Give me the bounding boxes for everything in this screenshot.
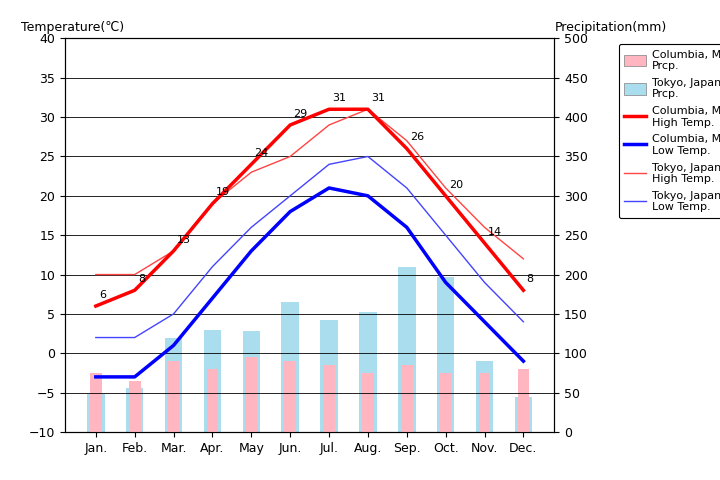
Columbia, MD
Low Temp. [91,374,100,380]
Tokyo, Japan
High Temp. [441,185,450,191]
Columbia, MD
Low Temp. [208,295,217,301]
Text: 29: 29 [293,108,307,119]
Tokyo, Japan
Low Temp. [208,264,217,270]
Bar [243,331,260,432]
Columbia, MD
Low Temp. [480,319,489,324]
Bar [87,394,104,432]
Legend: Columbia, MD
Prcp., Tokyo, Japan
Prcp., Columbia, MD
High Temp., Columbia, MD
Lo: Columbia, MD Prcp., Tokyo, Japan Prcp., … [618,44,720,218]
Bar [204,330,221,432]
Tokyo, Japan
High Temp. [364,107,372,112]
Line: Columbia, MD
High Temp.: Columbia, MD High Temp. [96,109,523,306]
Text: 20: 20 [449,180,463,190]
Bar [168,361,179,432]
Bar [515,396,532,432]
Columbia, MD
Low Temp. [402,225,411,230]
Bar [282,302,299,432]
Tokyo, Japan
High Temp. [91,272,100,277]
Bar [129,381,140,432]
Text: 24: 24 [254,148,269,158]
Columbia, MD
High Temp. [91,303,100,309]
Bar [90,373,102,432]
Line: Columbia, MD
Low Temp.: Columbia, MD Low Temp. [96,188,523,377]
Tokyo, Japan
Low Temp. [286,193,294,199]
Columbia, MD
High Temp. [169,248,178,254]
Columbia, MD
High Temp. [480,240,489,246]
Columbia, MD
High Temp. [286,122,294,128]
Tokyo, Japan
High Temp. [519,256,528,262]
Columbia, MD
Low Temp. [169,343,178,348]
Columbia, MD
High Temp. [325,107,333,112]
Bar [518,369,529,432]
Bar [362,373,374,432]
Text: 31: 31 [332,93,346,103]
Tokyo, Japan
Low Temp. [130,335,139,340]
Tokyo, Japan
Low Temp. [247,225,256,230]
Columbia, MD
Low Temp. [364,193,372,199]
Columbia, MD
High Temp. [402,146,411,152]
Bar [476,361,493,432]
Columbia, MD
Low Temp. [519,358,528,364]
Bar [126,388,143,432]
Text: 14: 14 [487,227,502,237]
Bar [401,365,413,432]
Bar [165,337,182,432]
Columbia, MD
Low Temp. [130,374,139,380]
Tokyo, Japan
High Temp. [402,138,411,144]
Bar [323,365,335,432]
Tokyo, Japan
High Temp. [208,201,217,206]
Line: Tokyo, Japan
Low Temp.: Tokyo, Japan Low Temp. [96,156,523,337]
Bar [398,267,415,432]
Columbia, MD
Low Temp. [247,248,256,254]
Bar [479,373,490,432]
Columbia, MD
High Temp. [130,288,139,293]
Text: 26: 26 [410,132,424,142]
Tokyo, Japan
High Temp. [480,225,489,230]
Tokyo, Japan
Low Temp. [402,185,411,191]
Line: Tokyo, Japan
High Temp.: Tokyo, Japan High Temp. [96,109,523,275]
Tokyo, Japan
High Temp. [286,154,294,159]
Tokyo, Japan
High Temp. [130,272,139,277]
Text: 31: 31 [371,93,385,103]
Tokyo, Japan
Low Temp. [519,319,528,324]
Columbia, MD
Low Temp. [441,279,450,285]
Text: 6: 6 [99,290,106,300]
Tokyo, Japan
Low Temp. [169,311,178,317]
Columbia, MD
High Temp. [364,107,372,112]
Text: 8: 8 [138,274,145,284]
Text: Temperature(℃): Temperature(℃) [21,22,124,35]
Columbia, MD
Low Temp. [286,209,294,215]
Text: Precipitation(mm): Precipitation(mm) [554,22,667,35]
Bar [284,361,296,432]
Columbia, MD
High Temp. [247,161,256,167]
Tokyo, Japan
Low Temp. [325,161,333,167]
Columbia, MD
Low Temp. [325,185,333,191]
Text: 8: 8 [526,274,534,284]
Tokyo, Japan
High Temp. [247,169,256,175]
Bar [320,320,338,432]
Bar [246,357,257,432]
Tokyo, Japan
High Temp. [325,122,333,128]
Tokyo, Japan
High Temp. [169,248,178,254]
Columbia, MD
High Temp. [441,193,450,199]
Columbia, MD
High Temp. [208,201,217,206]
Bar [437,277,454,432]
Bar [440,373,451,432]
Text: 13: 13 [176,235,191,245]
Tokyo, Japan
Low Temp. [441,232,450,238]
Tokyo, Japan
Low Temp. [91,335,100,340]
Bar [207,369,218,432]
Text: 19: 19 [215,187,230,197]
Columbia, MD
High Temp. [519,288,528,293]
Tokyo, Japan
Low Temp. [364,154,372,159]
Tokyo, Japan
Low Temp. [480,279,489,285]
Bar [359,312,377,432]
